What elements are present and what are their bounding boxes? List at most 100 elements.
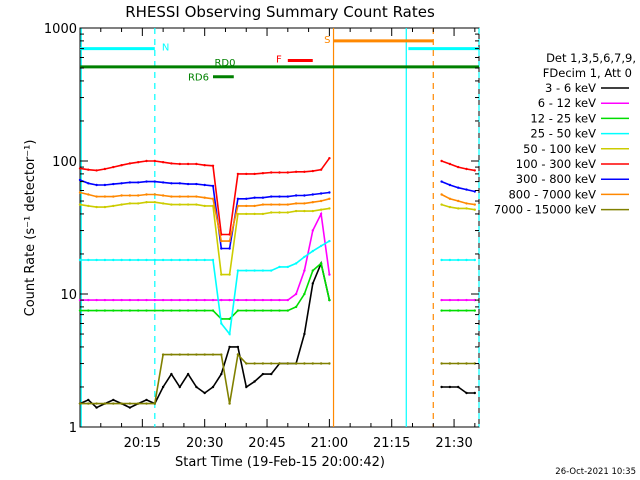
- data-point: [328, 239, 331, 243]
- data-point: [465, 362, 468, 365]
- data-point: [261, 372, 265, 376]
- data-point: [440, 298, 443, 302]
- y-tick-label: 10: [60, 288, 77, 303]
- data-point: [448, 298, 452, 302]
- data-point: [236, 309, 240, 312]
- series-line-5: [79, 201, 475, 276]
- legend-label-4: 25 - 50 keV: [530, 127, 596, 141]
- data-point: [145, 201, 148, 204]
- legend: Det 1,3,5,6,7,9, FDecim 1, Att 0 3 - 6 k…: [494, 51, 636, 217]
- data-point: [465, 207, 468, 210]
- data-point: [245, 298, 248, 302]
- data-point: [465, 391, 468, 395]
- data-point: [465, 298, 468, 302]
- data-point: [195, 195, 198, 198]
- data-point: [178, 258, 181, 262]
- data-point: [95, 258, 98, 262]
- data-point: [253, 212, 256, 216]
- data-point: [137, 161, 140, 164]
- data-point: [319, 199, 323, 203]
- data-point: [311, 169, 314, 173]
- data-point: [278, 195, 281, 198]
- data-point: [245, 204, 248, 208]
- data-point: [128, 194, 132, 197]
- data-point: [161, 298, 165, 302]
- data-point: [203, 298, 206, 302]
- data-point: [120, 309, 123, 312]
- data-point: [457, 309, 460, 312]
- data-point: [228, 247, 231, 250]
- data-point: [95, 406, 98, 409]
- data-point: [328, 207, 331, 210]
- data-point: [473, 203, 476, 206]
- data-point: [103, 298, 107, 302]
- data-point: [270, 362, 273, 365]
- data-point: [457, 298, 460, 302]
- data-point: [186, 195, 190, 198]
- data-point: [203, 309, 206, 312]
- data-point: [186, 309, 190, 312]
- data-point: [440, 309, 443, 312]
- data-point: [261, 362, 265, 365]
- data-point: [328, 362, 331, 365]
- data-point: [303, 202, 306, 205]
- data-point: [153, 402, 156, 405]
- y-tick-label: 1: [69, 421, 77, 436]
- data-point: [87, 204, 90, 208]
- data-point: [465, 309, 468, 312]
- data-point: [145, 309, 148, 312]
- data-point: [270, 203, 273, 206]
- data-point: [120, 258, 123, 262]
- annotation-label-s: S: [324, 35, 330, 46]
- data-point: [465, 167, 468, 171]
- data-point: [270, 195, 273, 198]
- data-point: [112, 165, 115, 169]
- series-line-2: [80, 211, 475, 301]
- data-point: [278, 309, 281, 312]
- data-point: [328, 157, 331, 160]
- data-point: [253, 309, 256, 312]
- data-point: [328, 191, 331, 194]
- data-point: [440, 180, 443, 183]
- data-point: [195, 385, 198, 389]
- data-point: [440, 385, 443, 389]
- legend-header-detectors: Det 1,3,5,6,7,9,: [546, 51, 636, 65]
- data-point: [112, 258, 115, 262]
- data-point: [186, 203, 190, 206]
- data-point: [286, 298, 289, 302]
- data-point: [473, 208, 476, 211]
- data-point: [236, 172, 240, 176]
- data-point: [120, 164, 123, 167]
- data-point: [87, 309, 90, 312]
- data-point: [153, 201, 156, 204]
- data-point: [137, 309, 140, 312]
- data-point: [78, 167, 82, 170]
- data-point: [203, 204, 206, 208]
- data-point: [228, 298, 231, 302]
- data-point: [270, 298, 273, 302]
- x-tick-label: 21:30: [435, 436, 472, 451]
- data-point: [161, 353, 165, 356]
- data-point: [78, 203, 82, 206]
- data-point: [195, 162, 198, 166]
- data-point: [440, 159, 443, 163]
- data-point: [473, 258, 476, 262]
- data-point: [236, 212, 240, 216]
- data-point: [236, 204, 240, 208]
- data-point: [286, 265, 289, 269]
- data-point: [278, 298, 281, 302]
- data-point: [128, 162, 132, 165]
- data-point: [294, 262, 298, 265]
- data-point: [473, 362, 476, 365]
- data-point: [145, 258, 148, 262]
- data-point: [211, 385, 215, 389]
- data-point: [261, 309, 265, 312]
- data-point: [87, 168, 90, 171]
- data-point: [87, 298, 90, 302]
- data-point: [311, 229, 314, 232]
- data-point: [311, 269, 314, 272]
- series-line-7: [79, 179, 475, 250]
- data-point: [153, 298, 156, 302]
- legend-label-5: 50 - 100 keV: [523, 142, 596, 156]
- data-point: [294, 362, 298, 365]
